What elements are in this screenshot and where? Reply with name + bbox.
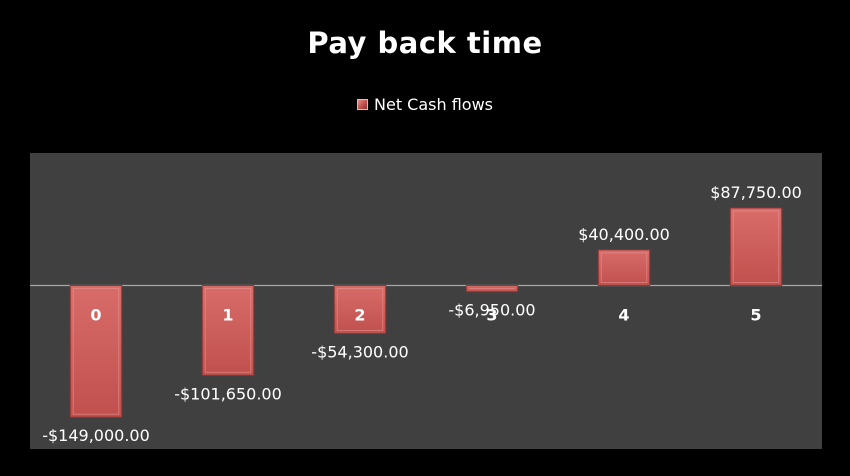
category-label-3: 3 <box>486 306 497 325</box>
bars-layer <box>69 207 783 418</box>
legend-swatch <box>357 99 368 110</box>
legend-label: Net Cash flows <box>374 95 493 114</box>
chart-title: Pay back time <box>307 26 543 60</box>
bar-bevel-0 <box>72 288 120 415</box>
bar-bevel-1 <box>204 288 252 373</box>
bar-2 <box>333 285 387 335</box>
category-label-1: 1 <box>222 306 233 325</box>
category-label-2: 2 <box>354 306 365 325</box>
value-label-4: $40,400.00 <box>578 225 670 244</box>
value-label-1: -$101,650.00 <box>174 384 282 403</box>
bar-5 <box>729 207 783 287</box>
value-label-0: -$149,000.00 <box>42 426 150 445</box>
bar-4 <box>597 249 651 287</box>
category-label-5: 5 <box>750 306 761 325</box>
bar-bevel-5 <box>732 210 780 284</box>
bar-0 <box>69 285 123 418</box>
category-label-4: 4 <box>618 306 629 325</box>
plot-area <box>30 153 822 449</box>
bar-bevel-4 <box>600 252 648 284</box>
value-label-3: -$6,950.00 <box>448 301 535 320</box>
value-label-2: -$54,300.00 <box>311 343 408 362</box>
category-label-0: 0 <box>90 306 101 325</box>
labels-layer: -$149,000.00 0 -$101,650.00 1 -$54,300.00 2 -$… <box>42 183 802 445</box>
bar-bevel-2 <box>336 288 384 332</box>
legend: Net Cash flows <box>0 95 850 114</box>
bar-1 <box>201 285 255 376</box>
value-label-5: $87,750.00 <box>710 183 802 202</box>
